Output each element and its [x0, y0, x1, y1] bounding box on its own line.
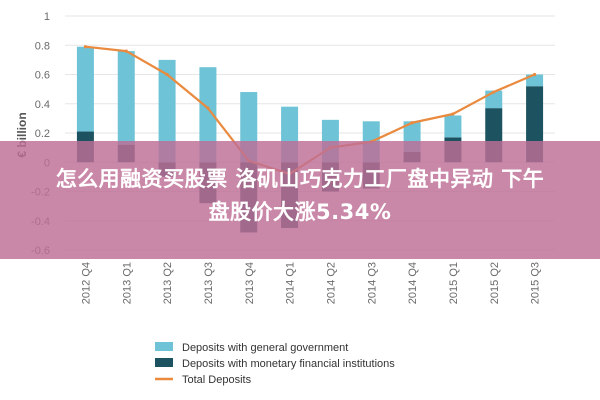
total-deposits-point	[124, 49, 128, 53]
x-tick-label: 2013 Q2	[162, 262, 174, 304]
y-tick-label: 1	[44, 11, 50, 23]
bar-general-government	[199, 67, 217, 163]
x-tick-label: 2014 Q4	[407, 262, 419, 304]
y-tick-label: 0.6	[35, 70, 50, 82]
x-tick-label: 2015 Q1	[448, 262, 460, 304]
total-deposits-point	[532, 72, 537, 77]
y-tick-label: 0.2	[35, 128, 50, 140]
total-deposits-point	[492, 90, 496, 94]
bar-general-government	[76, 46, 94, 132]
legend-swatch	[155, 358, 173, 367]
headline-line-1: 怎么用融资买股票 洛矶山巧克力工厂盘中异动 下午	[55, 167, 545, 191]
x-tick-label: 2015 Q3	[530, 262, 542, 304]
y-tick-label: 0.4	[35, 99, 50, 111]
bar-general-government	[526, 74, 544, 87]
x-tick-label: 2012 Q4	[80, 262, 92, 304]
x-tick-label: 2014 Q3	[366, 262, 378, 304]
bar-general-government	[158, 59, 176, 163]
x-tick-label: 2013 Q1	[121, 262, 133, 304]
bar-general-government	[444, 115, 462, 138]
headline-banner: 怎么用融资买股票 洛矶山巧克力工厂盘中异动 下午 盘股价大涨5.34%	[0, 141, 600, 259]
legend-swatch	[155, 342, 173, 351]
legend-label: Deposits with general government	[182, 342, 348, 354]
total-deposits-point	[206, 106, 210, 110]
x-axis: 2012 Q4 2013 Q1 2013 Q2 2013 Q3 2013 Q4 2014 …	[80, 262, 541, 304]
bar-general-government	[117, 51, 135, 145]
total-deposits-point	[83, 45, 88, 49]
x-tick-label: 2015 Q2	[489, 262, 501, 304]
legend-label: Total Deposits	[182, 374, 252, 386]
y-tick-label: 0.8	[35, 40, 50, 52]
total-deposits-point	[410, 121, 414, 125]
x-tick-label: 2013 Q3	[203, 262, 215, 304]
headline-line-2: 盘股价大涨5.34%	[208, 200, 392, 224]
total-deposits-point	[165, 72, 169, 77]
total-deposits-point	[451, 112, 455, 116]
legend: Deposits with general government Deposits…	[155, 342, 395, 386]
x-tick-label: 2014 Q2	[325, 262, 337, 304]
x-tick-label: 2013 Q4	[244, 262, 256, 304]
x-tick-label: 2014 Q1	[285, 262, 297, 304]
legend-label: Deposits with monetary financial institu…	[182, 358, 395, 370]
